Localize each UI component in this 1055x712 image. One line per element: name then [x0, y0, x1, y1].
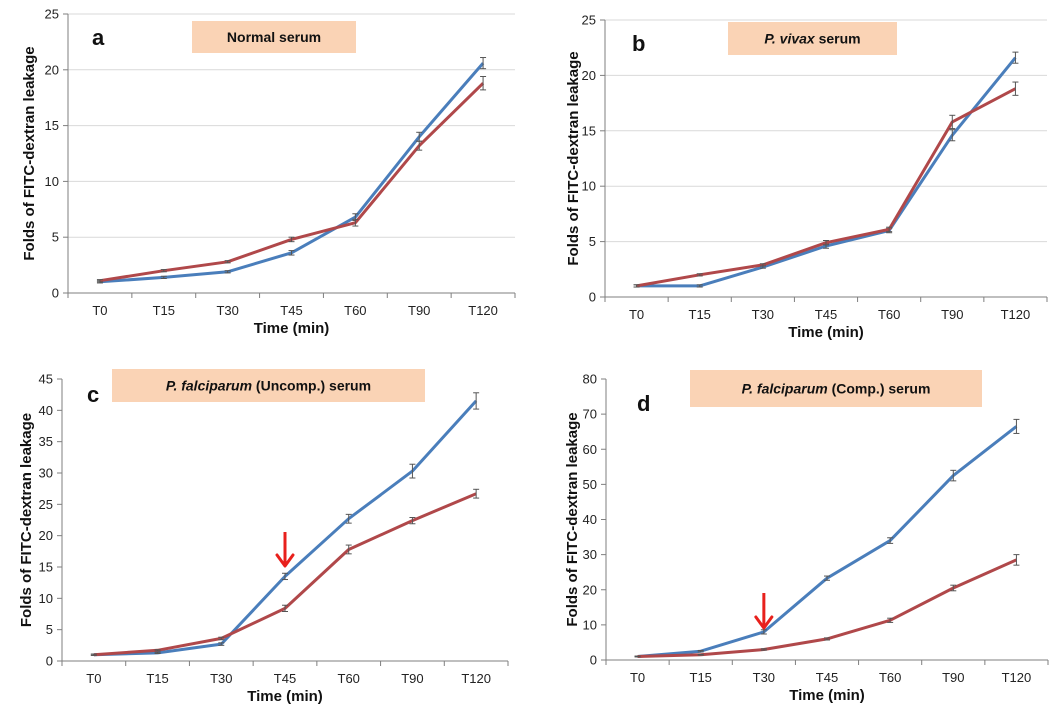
- x-tick-label: T120: [1001, 307, 1031, 322]
- y-tick-label: 20: [582, 68, 596, 83]
- x-tick-label: T0: [630, 670, 645, 685]
- y-tick-label: 50: [583, 477, 597, 492]
- y-tick-label: 10: [583, 617, 597, 632]
- panel-c: 0 5 10 15 20 25 30 35 40 45 T0 T15 T30 T45 T60 T90 T120 T…: [18, 369, 509, 705]
- x-tick-label: T90: [942, 670, 964, 685]
- x-tick-label: T0: [86, 671, 101, 686]
- y-tick-label: 0: [46, 654, 53, 669]
- x-tick-label: T90: [941, 307, 963, 322]
- y-axis-title: Folds of FITC-dextran leakage: [21, 46, 38, 260]
- x-tick-label: T120: [1002, 670, 1032, 685]
- x-tick-label: T60: [879, 670, 901, 685]
- y-tick-label: 25: [582, 13, 596, 28]
- panel-d: 0 10 20 30 40 50 60 70 80 T0 T15 T30 T45 T60 T90 T120 Ti…: [564, 370, 1049, 704]
- y-tick-label: 35: [39, 434, 53, 449]
- x-tick-label: T15: [689, 307, 711, 322]
- chart-title-part: Normal serum: [227, 29, 321, 45]
- chart-title: P. falciparum (Comp.) serum: [742, 381, 931, 397]
- series-line-1: [99, 62, 485, 284]
- y-tick-label: 5: [46, 622, 53, 637]
- annotation-arrow: [275, 532, 295, 568]
- y-axis-title: Folds of FITC-dextran leakage: [564, 412, 581, 626]
- panel-letter: b: [632, 31, 645, 56]
- y-axis-title: Folds of FITC-dextran leakage: [565, 51, 582, 265]
- chart-title: P. falciparum (Uncomp.) serum: [166, 378, 371, 394]
- y-tick-label: 40: [39, 403, 53, 418]
- annotation-arrow: [754, 593, 774, 630]
- x-tick-label: T30: [753, 670, 775, 685]
- x-axis-title: Time (min): [254, 320, 330, 337]
- y-tick-label: 15: [582, 123, 596, 138]
- x-axis-title: Time (min): [788, 324, 864, 341]
- y-tick-label: 45: [39, 372, 53, 387]
- y-tick-label: 15: [45, 118, 59, 133]
- y-tick-label: 20: [583, 582, 597, 597]
- x-tick-label: T30: [216, 303, 238, 318]
- x-tick-label: T90: [408, 303, 430, 318]
- chart-title-part: P. falciparum: [742, 381, 828, 397]
- series-line-1: [93, 399, 478, 657]
- x-tick-label: T30: [752, 307, 774, 322]
- x-tick-label: T60: [338, 671, 360, 686]
- x-tick-label: T15: [690, 670, 712, 685]
- title-box: [690, 370, 982, 407]
- series-line-1: [637, 425, 1018, 658]
- y-axis-title: Folds of FITC-dextran leakage: [18, 413, 35, 627]
- chart-title-part: (Uncomp.) serum: [252, 378, 371, 394]
- chart-title-part: P. falciparum: [166, 378, 252, 394]
- x-tick-label: T45: [816, 670, 838, 685]
- y-tick-label: 5: [52, 230, 59, 245]
- x-axis-title: Time (min): [789, 687, 865, 704]
- y-tick-label: 40: [583, 512, 597, 527]
- series-line-1: [636, 56, 1017, 288]
- x-tick-label: T45: [280, 303, 302, 318]
- panel-letter: d: [637, 391, 650, 416]
- x-tick-label: T60: [878, 307, 900, 322]
- x-tick-label: T30: [210, 671, 232, 686]
- y-tick-label: 0: [52, 286, 59, 301]
- x-tick-label: T60: [344, 303, 366, 318]
- title-box: [112, 369, 425, 402]
- x-tick-label: T45: [815, 307, 837, 322]
- series-line-2: [637, 558, 1018, 658]
- x-tick-label: T15: [153, 303, 175, 318]
- title-box: [192, 21, 356, 53]
- chart-title-part: serum: [815, 31, 861, 47]
- title-box: [728, 22, 897, 55]
- y-tick-label: 20: [39, 528, 53, 543]
- y-tick-label: 10: [39, 591, 53, 606]
- y-tick-label: 60: [583, 442, 597, 457]
- chart-title-part: P. vivax: [764, 31, 816, 47]
- x-tick-label: T0: [92, 303, 107, 318]
- panel-letter: c: [87, 382, 99, 407]
- x-tick-label: T90: [401, 671, 423, 686]
- y-tick-label: 30: [583, 547, 597, 562]
- y-tick-label: 5: [589, 234, 596, 249]
- x-tick-label: T0: [629, 307, 644, 322]
- panel-letter: a: [92, 25, 105, 50]
- y-tick-label: 25: [39, 497, 53, 512]
- x-tick-label: T45: [274, 671, 296, 686]
- y-tick-label: 0: [589, 290, 596, 305]
- y-tick-label: 10: [45, 174, 59, 189]
- y-tick-label: 30: [39, 466, 53, 481]
- y-tick-label: 80: [583, 372, 597, 387]
- panel-a: 0 5 10 15 20 25 T0 T15 T30 T45 T60 T90 T120 Time (min…: [21, 7, 516, 337]
- x-tick-label: T120: [461, 671, 491, 686]
- series-line-2: [636, 87, 1017, 288]
- y-tick-label: 10: [582, 179, 596, 194]
- chart-title: P. vivax serum: [764, 31, 860, 47]
- chart-title: Normal serum: [227, 29, 321, 45]
- x-tick-label: T15: [146, 671, 168, 686]
- y-tick-label: 20: [45, 62, 59, 77]
- y-tick-label: 0: [590, 653, 597, 668]
- y-tick-label: 25: [45, 7, 59, 22]
- chart-title-part: (Comp.) serum: [828, 381, 931, 397]
- y-tick-label: 15: [39, 560, 53, 575]
- x-tick-label: T120: [468, 303, 498, 318]
- y-tick-label: 70: [583, 407, 597, 422]
- panel-b: 0 5 10 15 20 25 T0 T15 T30 T45 T60 T90 T120 Time (min…: [565, 13, 1048, 341]
- x-axis-title: Time (min): [247, 688, 323, 705]
